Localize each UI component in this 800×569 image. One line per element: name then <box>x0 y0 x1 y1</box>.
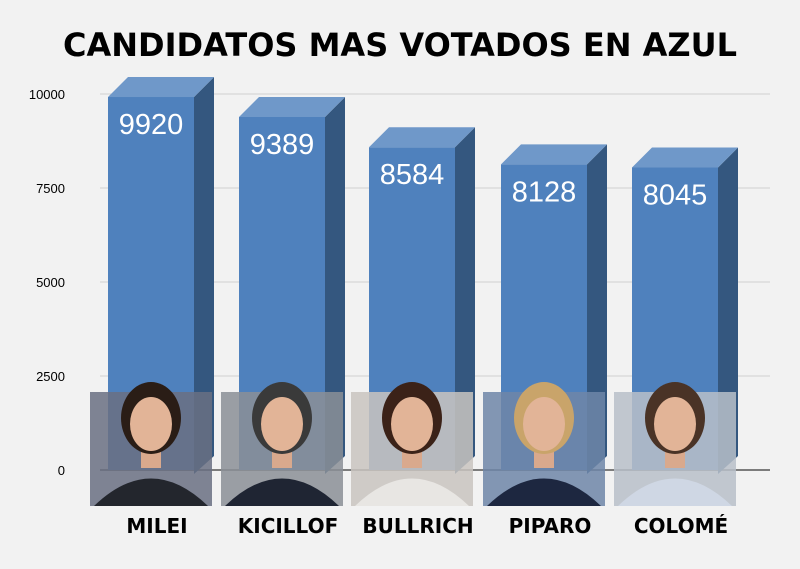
portrait-photo <box>90 382 212 506</box>
y-tick-label: 2500 <box>36 369 65 384</box>
category-label: BULLRICH <box>362 514 473 538</box>
y-tick-label: 0 <box>58 463 65 478</box>
bar-side <box>194 77 214 475</box>
bar-top <box>632 147 738 168</box>
bar-side <box>587 144 607 474</box>
bar-top <box>369 127 475 148</box>
bar-side <box>455 127 475 474</box>
category-label: COLOMÉ <box>634 514 728 538</box>
bar-top <box>501 144 607 165</box>
category-labels: MILEI KICILLOF BULLRICH PIPARO COLOMÉ <box>126 514 728 538</box>
portrait-photo <box>351 382 473 506</box>
y-tick-label: 7500 <box>36 181 65 196</box>
bar-value-label: 8128 <box>512 176 577 208</box>
category-label: PIPARO <box>509 514 592 538</box>
portrait-photo <box>483 382 605 506</box>
portrait-photo <box>614 382 736 506</box>
bar-top <box>239 96 345 117</box>
bar-value-label: 8584 <box>380 159 445 191</box>
bar-value-label: 9389 <box>250 129 315 161</box>
bar-value-label: 9920 <box>119 109 184 141</box>
y-tick-label: 10000 <box>29 87 65 102</box>
category-label: MILEI <box>126 514 187 538</box>
bar-top <box>108 77 214 98</box>
category-label: KICILLOF <box>238 514 339 538</box>
y-axis-ticks: 0 2500 5000 7500 10000 <box>29 87 65 478</box>
bar-side <box>325 96 345 474</box>
bar-value-label: 8045 <box>643 180 708 212</box>
chart-title: CANDIDATOS MAS VOTADOS EN AZUL <box>63 26 737 64</box>
candidate-photos <box>90 382 736 506</box>
y-tick-label: 5000 <box>36 275 65 290</box>
portrait-photo <box>221 382 343 506</box>
